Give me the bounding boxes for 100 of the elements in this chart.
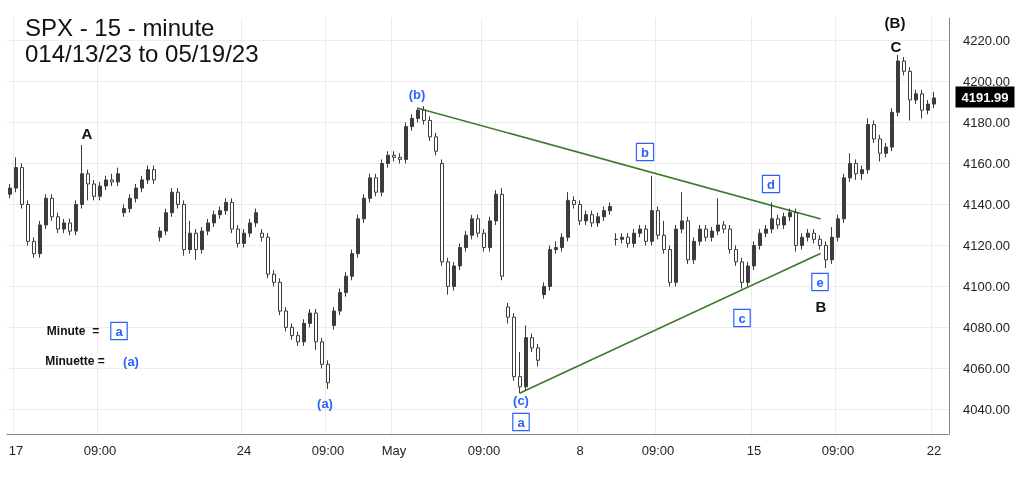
candlestick xyxy=(824,240,828,269)
candlestick xyxy=(386,150,390,169)
candlestick xyxy=(686,216,690,265)
candlestick xyxy=(788,208,792,222)
text: 014/13/23 to 05/19/23 xyxy=(25,39,259,67)
candlestick xyxy=(194,228,198,261)
candlestick xyxy=(794,208,798,253)
annotation: Minute = xyxy=(46,324,100,338)
annotation: b xyxy=(641,144,650,160)
annotation: (a) xyxy=(317,395,333,411)
candlestick xyxy=(554,240,558,255)
candlestick xyxy=(734,244,738,267)
x-tick-label: 09:00 xyxy=(467,443,501,458)
candlestick xyxy=(662,220,666,255)
candlestick xyxy=(86,169,90,201)
candlestick xyxy=(314,308,318,351)
candlestick xyxy=(68,218,72,236)
candlestick xyxy=(116,167,120,187)
annotation: d xyxy=(767,176,776,192)
candlestick xyxy=(182,199,186,257)
candlestick xyxy=(518,351,522,394)
y-tick-label: 4140.00 xyxy=(963,196,1010,212)
candlestick xyxy=(728,224,732,255)
candlestick xyxy=(878,134,882,162)
candlestick xyxy=(884,142,888,158)
candlestick xyxy=(464,230,468,253)
candlestick xyxy=(566,191,570,242)
candlestick xyxy=(272,269,276,287)
candlestick xyxy=(620,232,624,244)
candlestick xyxy=(152,165,156,185)
candlestick xyxy=(638,224,642,238)
candlestick xyxy=(338,288,342,316)
y-tick-label: 4040.00 xyxy=(963,401,1010,417)
candlestick xyxy=(764,224,768,238)
candlestick xyxy=(140,175,144,193)
candlestick xyxy=(308,308,312,328)
annotation: a xyxy=(517,414,526,430)
x-tick-label: 15 xyxy=(746,443,762,458)
candlestick xyxy=(170,187,174,218)
candlestick xyxy=(770,201,774,234)
candlestick xyxy=(200,226,204,255)
candlestick xyxy=(56,212,60,234)
candlestick xyxy=(356,214,360,259)
candlestick xyxy=(266,232,270,279)
candlestick xyxy=(674,224,678,287)
candlestick xyxy=(290,322,294,341)
candlestick xyxy=(590,210,594,228)
x-tick-label: 22 xyxy=(926,443,942,458)
candlestick xyxy=(284,306,288,333)
candlestick xyxy=(218,206,222,220)
annotation: Minuette = xyxy=(45,354,105,368)
y-tick-label: 4060.00 xyxy=(963,360,1010,376)
x-tick-label: 09:00 xyxy=(83,443,117,458)
candlestick xyxy=(908,66,912,121)
candlestick xyxy=(326,359,330,390)
x-tick-label: 09:00 xyxy=(641,443,675,458)
y-tick-label: 4100.00 xyxy=(963,278,1010,294)
candlestick xyxy=(482,228,486,253)
candlestick xyxy=(320,337,324,369)
candlestick xyxy=(806,228,810,242)
candlestick xyxy=(410,113,414,132)
candlestick xyxy=(368,173,372,203)
candlestick xyxy=(230,197,234,234)
candlestick xyxy=(434,132,438,156)
candlestick xyxy=(704,224,708,242)
candlestick xyxy=(668,244,672,287)
candlestick xyxy=(932,91,936,109)
candlestick xyxy=(350,249,354,281)
candlestick xyxy=(656,206,660,240)
candlestick xyxy=(560,232,564,253)
candlestick xyxy=(110,173,114,187)
candlestick xyxy=(860,165,864,181)
candlestick xyxy=(122,203,126,218)
candlestick xyxy=(452,261,456,292)
y-tick-label: 4080.00 xyxy=(963,319,1010,335)
candlestick xyxy=(920,89,924,119)
candlestick xyxy=(716,197,720,236)
candlestick xyxy=(212,210,216,228)
candlestick xyxy=(50,193,54,222)
candlestick xyxy=(866,117,870,175)
candlestick xyxy=(710,226,714,242)
candlestick xyxy=(812,228,816,244)
candlestick xyxy=(818,234,822,251)
candlestick xyxy=(392,150,396,162)
candlestick xyxy=(800,232,804,251)
candlestick xyxy=(752,240,756,271)
y-tick-label: 4160.00 xyxy=(963,156,1010,171)
candlestick xyxy=(236,224,240,249)
candlestick xyxy=(830,226,834,265)
candlestick xyxy=(428,115,432,142)
annotation: (b) xyxy=(408,86,426,102)
candlestick xyxy=(758,228,762,251)
candlestick xyxy=(62,218,66,234)
candlestick xyxy=(572,195,576,210)
candlestick xyxy=(134,183,138,203)
candlestick xyxy=(680,191,684,234)
candlestick xyxy=(524,324,528,392)
x-tick-label: 8 xyxy=(576,443,584,458)
annotation: (a) xyxy=(123,353,139,369)
annotation: e xyxy=(816,274,824,290)
